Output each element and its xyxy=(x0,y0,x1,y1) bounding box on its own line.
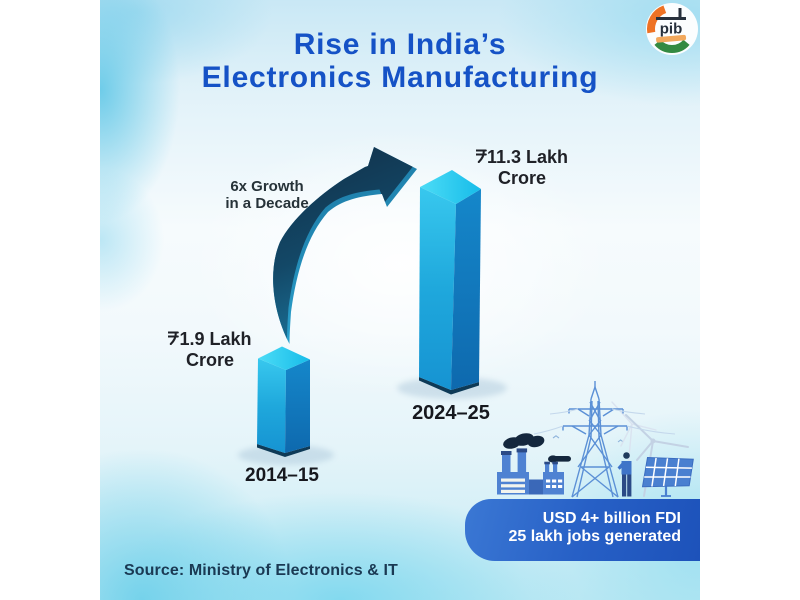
svg-text:pib: pib xyxy=(660,21,683,38)
